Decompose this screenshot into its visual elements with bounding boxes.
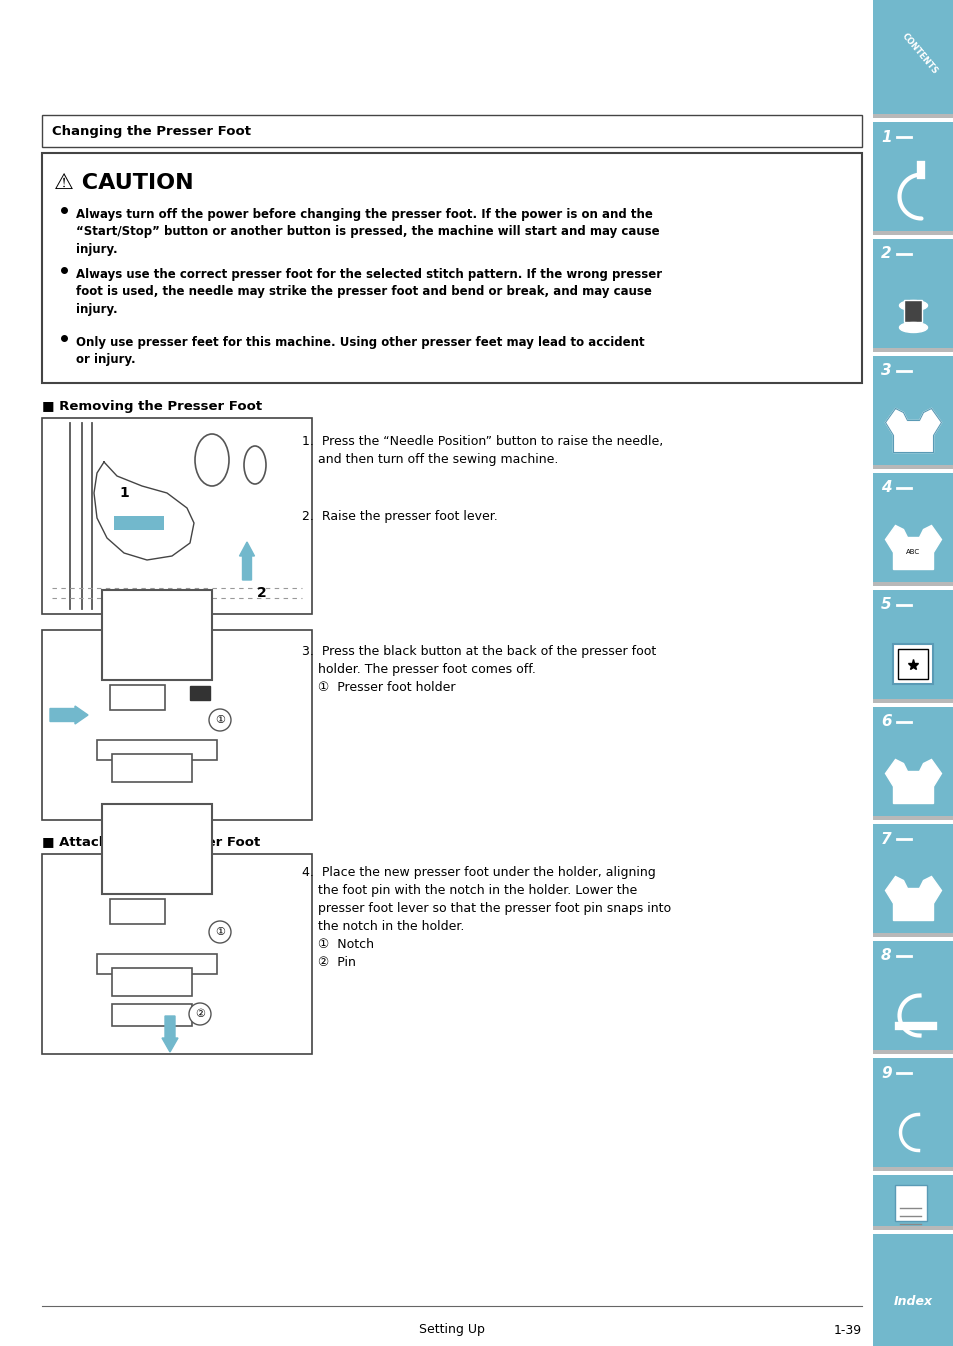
Bar [112, 1004, 192, 1026]
Text: 1: 1 [880, 129, 891, 144]
Bar [872, 581, 953, 586]
Bar [872, 1050, 953, 1054]
Bar [42, 419, 312, 614]
Bar [97, 740, 216, 760]
Bar [112, 754, 192, 782]
Polygon shape [94, 462, 193, 560]
Bar [872, 355, 953, 468]
Bar [872, 1226, 953, 1230]
Bar [903, 300, 922, 322]
Text: ①: ① [214, 715, 225, 725]
Bar [42, 853, 312, 1054]
Bar [872, 0, 953, 118]
Text: ■ Attaching the Presser Foot: ■ Attaching the Presser Foot [42, 836, 260, 849]
Text: 3.  Press the black button at the back of the presser foot
    holder. The press: 3. Press the black button at the back of… [302, 645, 656, 695]
Text: 2: 2 [257, 586, 267, 600]
Bar [42, 153, 862, 384]
Text: ABC: ABC [905, 549, 920, 556]
Text: 4.  Place the new presser foot under the holder, aligning
    the foot pin with : 4. Place the new presser foot under the … [302, 865, 670, 969]
Ellipse shape [899, 300, 926, 311]
Bar [97, 954, 216, 975]
Text: 1-39: 1-39 [833, 1323, 862, 1337]
Bar [102, 804, 212, 894]
Text: 2.  Raise the presser foot lever.: 2. Raise the presser foot lever. [302, 510, 497, 524]
Text: Changing the Presser Foot: Changing the Presser Foot [52, 124, 251, 137]
Bar [42, 630, 312, 820]
Bar [872, 240, 953, 353]
Bar [110, 899, 165, 923]
Bar [102, 590, 212, 680]
Bar [872, 1167, 953, 1171]
Bar [42, 114, 862, 147]
Text: ②: ② [194, 1010, 205, 1019]
Bar [872, 1234, 953, 1346]
Text: ①: ① [214, 927, 225, 937]
Bar [872, 1058, 953, 1171]
Bar [190, 686, 210, 700]
Text: 6: 6 [880, 715, 891, 730]
Text: 5: 5 [880, 598, 891, 612]
Text: 1: 1 [119, 486, 129, 499]
Text: Only use presser feet for this machine. Using other presser feet may lead to acc: Only use presser feet for this machine. … [76, 336, 644, 366]
FancyArrow shape [50, 707, 88, 724]
Text: 4: 4 [880, 481, 891, 495]
Circle shape [209, 709, 231, 731]
Polygon shape [884, 525, 941, 569]
Bar [872, 349, 953, 353]
Bar [872, 122, 953, 236]
Bar [872, 464, 953, 468]
Text: Setting Up: Setting Up [418, 1323, 484, 1337]
Polygon shape [884, 876, 941, 921]
Text: 7: 7 [880, 832, 891, 847]
Text: ⚠ CAUTION: ⚠ CAUTION [54, 174, 193, 192]
Bar [112, 968, 192, 996]
Polygon shape [884, 759, 941, 804]
Bar [898, 650, 927, 680]
Text: Always use the correct presser foot for the selected stitch pattern. If the wron: Always use the correct presser foot for … [76, 268, 661, 316]
Ellipse shape [194, 433, 229, 486]
Text: 2: 2 [880, 246, 891, 261]
Bar [113, 516, 164, 530]
Bar [872, 590, 953, 703]
Circle shape [189, 1003, 211, 1026]
FancyArrow shape [239, 542, 254, 580]
Text: 3: 3 [880, 363, 891, 378]
Circle shape [209, 921, 231, 944]
Bar [872, 1175, 953, 1230]
Bar [872, 699, 953, 703]
Bar [872, 707, 953, 820]
Bar [872, 0, 953, 118]
Text: Always turn off the power before changing the presser foot. If the power is on a: Always turn off the power before changin… [76, 209, 659, 256]
Bar [872, 232, 953, 236]
Bar [872, 941, 953, 1054]
Bar [110, 685, 165, 709]
FancyArrow shape [162, 1016, 178, 1053]
Bar [872, 114, 953, 118]
Bar [872, 816, 953, 820]
Ellipse shape [899, 323, 926, 332]
Bar [872, 933, 953, 937]
Text: ■ Removing the Presser Foot: ■ Removing the Presser Foot [42, 400, 262, 413]
Ellipse shape [244, 446, 266, 485]
Text: 8: 8 [880, 949, 891, 964]
Bar [895, 1184, 926, 1221]
Bar [872, 824, 953, 937]
Text: 9: 9 [880, 1066, 891, 1081]
Bar [893, 645, 933, 685]
Text: 1.  Press the “Needle Position” button to raise the needle,
    and then turn of: 1. Press the “Needle Position” button to… [302, 435, 662, 466]
Polygon shape [884, 408, 941, 452]
Text: Index: Index [893, 1295, 932, 1308]
Bar [872, 472, 953, 586]
Text: CONTENTS: CONTENTS [899, 32, 938, 77]
